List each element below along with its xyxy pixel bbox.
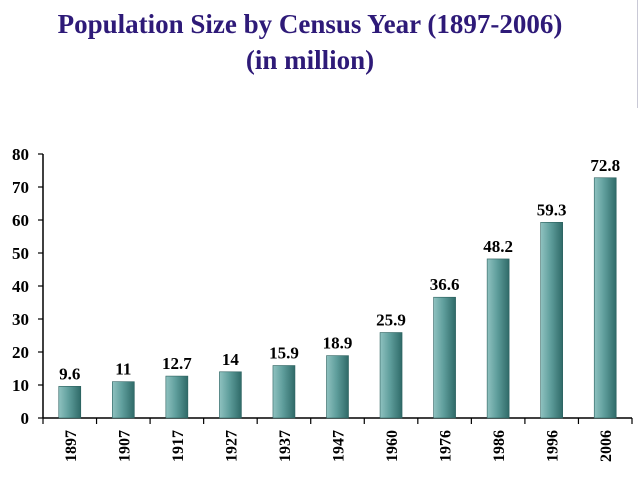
data-label-1937: 15.9 bbox=[269, 344, 299, 363]
x-tick-label-1917: 1917 bbox=[170, 430, 187, 462]
y-tick-label: 20 bbox=[12, 343, 29, 362]
data-label-1976: 36.6 bbox=[430, 275, 460, 294]
bar-1897 bbox=[58, 386, 82, 419]
data-label-2006: 72.8 bbox=[590, 156, 620, 175]
data-label-1960: 25.9 bbox=[376, 311, 406, 330]
data-label-1927: 14 bbox=[222, 350, 240, 369]
slide-edge-divider bbox=[637, 0, 638, 108]
data-label-1897: 9.6 bbox=[59, 364, 80, 383]
y-tick-label: 60 bbox=[12, 211, 29, 230]
data-label-1917: 12.7 bbox=[162, 354, 192, 373]
bars bbox=[58, 177, 617, 419]
y-tick-label: 40 bbox=[12, 277, 29, 296]
bar-1947 bbox=[326, 355, 349, 419]
bar-1960 bbox=[379, 332, 403, 419]
y-tick-label: 0 bbox=[21, 409, 30, 428]
data-label-1947: 18.9 bbox=[323, 334, 353, 353]
x-tick-label-2006: 2006 bbox=[598, 430, 615, 462]
chart-title: Population Size by Census Year (1897-200… bbox=[0, 6, 620, 78]
x-tick-label-1947: 1947 bbox=[331, 430, 348, 462]
data-label-1996: 59.3 bbox=[537, 200, 567, 219]
y-tick-label: 10 bbox=[12, 376, 29, 395]
x-tick-label-1937: 1937 bbox=[277, 430, 294, 462]
chart-title-line-2: (in million) bbox=[245, 45, 375, 75]
bar-1907 bbox=[112, 381, 135, 419]
bar-1976 bbox=[433, 296, 456, 419]
bar-1917 bbox=[165, 375, 189, 419]
x-tick-label-1907: 1907 bbox=[116, 430, 133, 462]
x-tick-label-1986: 1986 bbox=[491, 430, 508, 462]
chart-title-line-1: Population Size by Census Year (1897-200… bbox=[57, 9, 563, 39]
y-tick-label: 70 bbox=[12, 178, 29, 197]
x-tick-label-1996: 1996 bbox=[545, 430, 562, 462]
y-axis: 0 10 20 30 40 50 60 70 80 bbox=[12, 145, 44, 428]
y-tick-label: 30 bbox=[12, 310, 29, 329]
bar-1937 bbox=[272, 365, 296, 419]
y-tick-label: 50 bbox=[12, 244, 29, 263]
bar-1986 bbox=[486, 258, 510, 419]
x-tick-label-1976: 1976 bbox=[438, 430, 455, 462]
y-tick-label: 80 bbox=[12, 145, 29, 164]
bar-2006 bbox=[593, 177, 617, 419]
data-labels: 9.6 11 12.7 14 15.9 18.9 25.9 36.6 48.2 59.3 72.8 bbox=[59, 156, 620, 384]
x-axis: 1897 1907 1917 1927 1937 1947 1960 1976 1986 1996… bbox=[42, 417, 633, 462]
data-label-1907: 11 bbox=[115, 360, 131, 379]
x-tick-label-1927: 1927 bbox=[223, 430, 240, 462]
x-tick-label-1960: 1960 bbox=[384, 430, 401, 462]
bar-1996 bbox=[540, 222, 563, 419]
x-tick-label-1897: 1897 bbox=[63, 430, 80, 462]
bar-1927 bbox=[219, 371, 242, 419]
data-label-1986: 48.2 bbox=[483, 237, 513, 256]
